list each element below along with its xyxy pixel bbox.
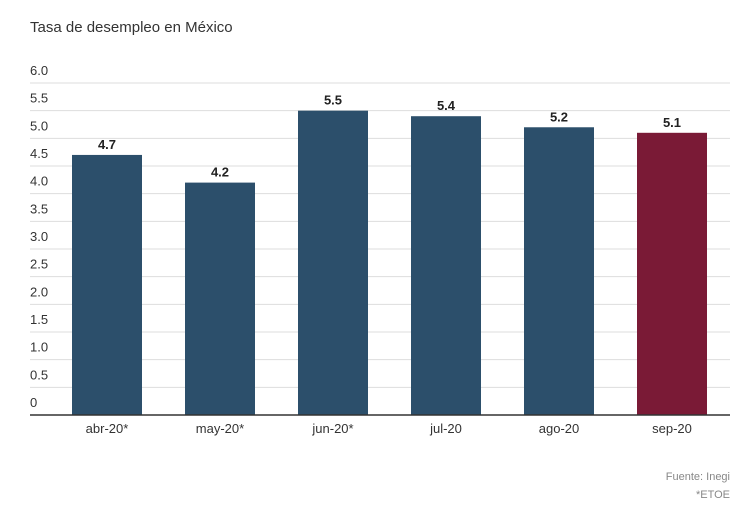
note: *ETOE [696,489,730,501]
bar [185,182,255,415]
y-tick-label: 3.0 [30,229,48,244]
y-tick-label: 1.5 [30,312,48,327]
value-label: 5.5 [324,93,342,108]
y-tick-label: 2.0 [30,284,48,299]
bar [637,132,707,416]
x-tick-label: may-20* [196,421,244,436]
x-tick-label: ago-20 [539,421,579,436]
bar [298,110,368,416]
x-tick-label: jun-20* [311,421,353,436]
value-label: 4.7 [98,137,116,152]
y-tick-label: 5.0 [30,118,48,133]
y-tick-label: 3.5 [30,201,48,216]
bar [411,116,481,415]
x-tick-label: sep-20 [652,421,692,436]
value-label: 5.4 [437,98,456,113]
y-tick-label: 4.5 [30,146,48,161]
value-label: 5.1 [663,115,681,130]
value-label: 4.2 [211,165,229,180]
value-label: 5.2 [550,109,568,124]
y-tick-label: 5.5 [30,91,48,106]
y-tick-label: 4.0 [30,174,48,189]
bar [524,127,594,416]
y-tick-label: 2.5 [30,257,48,272]
x-tick-label: jul-20 [429,421,462,436]
source: Fuente: Inegi [666,471,730,483]
bar [72,154,142,415]
y-tick-label: 0.5 [30,367,48,382]
y-tick-label: 1.0 [30,340,48,355]
chart-title: Tasa de desempleo en México [30,19,233,36]
y-tick-label: 6.0 [30,63,48,78]
x-tick-label: abr-20* [86,421,129,436]
y-tick-label: 0 [30,395,37,410]
